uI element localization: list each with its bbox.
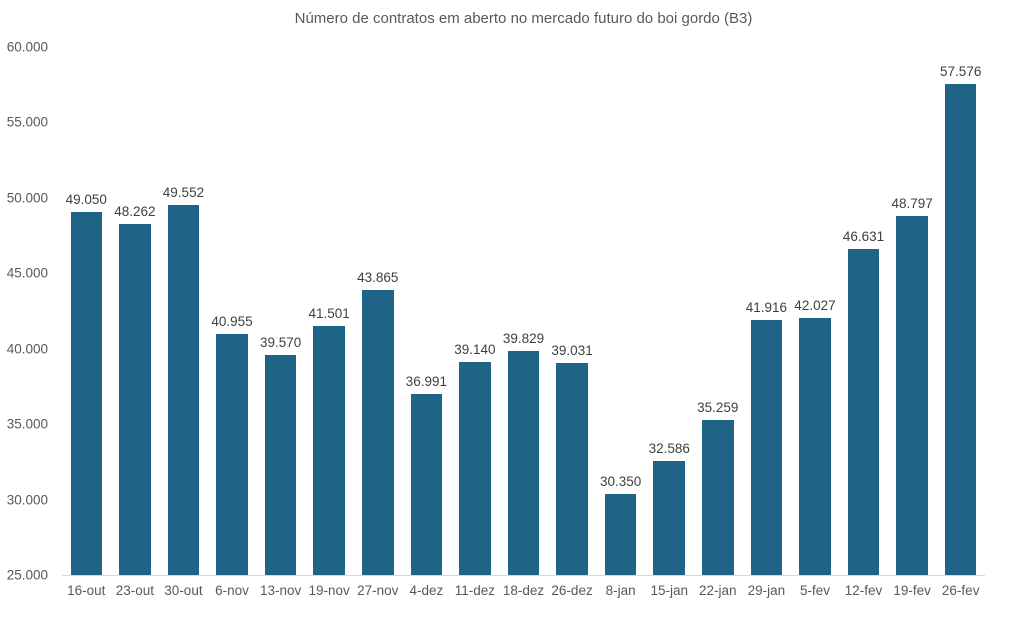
- bar-value-label: 39.031: [551, 343, 593, 359]
- y-tick-label: 45.000: [6, 265, 48, 281]
- bar-cell: 36.991: [402, 47, 451, 575]
- y-tick-label: 60.000: [6, 39, 48, 55]
- bar-cell: 40.955: [208, 47, 257, 575]
- bar: [264, 355, 297, 575]
- bar: [750, 319, 783, 575]
- y-tick-label: 30.000: [6, 492, 48, 508]
- bar: [847, 248, 880, 575]
- x-tick-label: 8-jan: [605, 583, 636, 598]
- bar: [799, 318, 831, 575]
- bar-cell: 35.259: [694, 47, 743, 575]
- bar-value-label: 40.955: [211, 314, 253, 330]
- x-tick-label: 26-dez: [551, 583, 593, 598]
- bar-value-label: 48.797: [891, 196, 933, 212]
- bar: [70, 212, 103, 575]
- bar-cell: 39.140: [451, 47, 500, 575]
- y-tick-label: 35.000: [6, 416, 48, 432]
- bar-value-label: 46.631: [842, 228, 885, 244]
- x-tick-label: 29-jan: [747, 583, 786, 598]
- bar: [604, 494, 637, 575]
- bar-cell: 46.631: [839, 47, 888, 575]
- bar-cell: 39.031: [548, 47, 597, 575]
- bar: [653, 460, 685, 575]
- bar: [313, 326, 345, 575]
- bar-value-label: 57.576: [940, 63, 982, 79]
- bars-row: 49.050 48.262 49.552 40.955 39.570 41.501 43.8…: [62, 47, 985, 575]
- bar-value-label: 41.916: [745, 299, 788, 315]
- bar-value-label: 43.865: [357, 270, 399, 286]
- y-tick-label: 40.000: [6, 341, 48, 357]
- x-tick-label: 19-fev: [893, 583, 931, 598]
- x-tick-label: 22-jan: [699, 583, 737, 598]
- x-axis: 16-out 23-out 30-out 6-nov 13-nov 19-nov 27-no…: [62, 583, 985, 598]
- bar-value-label: 39.570: [259, 335, 302, 351]
- bar-cell: 32.586: [645, 47, 694, 575]
- bar-value-label: 42.027: [794, 298, 836, 314]
- bar: [556, 363, 588, 575]
- bar: [944, 83, 977, 575]
- chart-title: Número de contratos em aberto no mercado…: [294, 10, 753, 27]
- x-tick-label: 11-dez: [454, 583, 496, 598]
- bar-value-label: 35.259: [697, 400, 739, 416]
- bar-value-label: 41.501: [308, 306, 350, 322]
- x-tick-label: 30-out: [164, 583, 203, 598]
- bar-value-label: 39.140: [454, 341, 496, 357]
- bar-value-label: 32.586: [648, 440, 690, 456]
- y-tick-label: 55.000: [6, 114, 48, 130]
- bar: [167, 204, 200, 575]
- bar-value-label: 30.350: [599, 474, 642, 490]
- x-tick-label: 23-out: [115, 583, 154, 598]
- bar-cell: 49.050: [62, 47, 111, 575]
- bar-value-label: 39.829: [502, 331, 545, 347]
- bar-value-label: 48.262: [114, 204, 156, 220]
- bar-cell: 41.501: [305, 47, 354, 575]
- bar-value-label: 36.991: [405, 374, 447, 390]
- bar: [507, 351, 540, 575]
- bar: [410, 394, 443, 575]
- x-tick-label: 13-nov: [259, 583, 302, 598]
- bar: [119, 224, 151, 575]
- bar-cell: 57.576: [936, 47, 985, 575]
- x-tick-label: 4-dez: [409, 583, 444, 598]
- bar-cell: 42.027: [791, 47, 840, 575]
- bar-cell: 48.262: [111, 47, 160, 575]
- bar-cell: 48.797: [888, 47, 937, 575]
- x-tick-label: 18-dez: [502, 583, 545, 598]
- bar-cell: 39.570: [256, 47, 305, 575]
- bar-cell: 41.916: [742, 47, 791, 575]
- bar: [361, 290, 394, 575]
- x-tick-label: 26-fev: [941, 583, 980, 598]
- bar: [459, 361, 491, 575]
- bar-cell: 49.552: [159, 47, 208, 575]
- plot-area: 49.050 48.262 49.552 40.955 39.570 41.501 43.8…: [62, 47, 985, 576]
- bar-cell: 39.829: [499, 47, 548, 575]
- bar-value-label: 49.050: [65, 192, 107, 208]
- y-tick-label: 25.000: [6, 567, 48, 583]
- y-axis: 60.000 55.000 50.000 45.000 40.000 35.000 30.0…: [0, 40, 48, 583]
- bar-cell: 30.350: [596, 47, 645, 575]
- bar-cell: 43.865: [353, 47, 402, 575]
- x-tick-label: 12-fev: [844, 583, 883, 598]
- x-tick-label: 15-jan: [650, 583, 688, 598]
- x-tick-label: 5-fev: [799, 583, 830, 598]
- x-tick-label: 6-nov: [215, 583, 249, 598]
- x-tick-label: 16-out: [67, 583, 106, 598]
- bar: [896, 216, 928, 575]
- x-tick-label: 27-nov: [357, 583, 399, 598]
- y-tick-label: 50.000: [6, 190, 48, 206]
- bar-value-label: 49.552: [162, 184, 205, 200]
- bar: [702, 420, 734, 575]
- x-tick-label: 19-nov: [308, 583, 350, 598]
- bar: [216, 334, 248, 575]
